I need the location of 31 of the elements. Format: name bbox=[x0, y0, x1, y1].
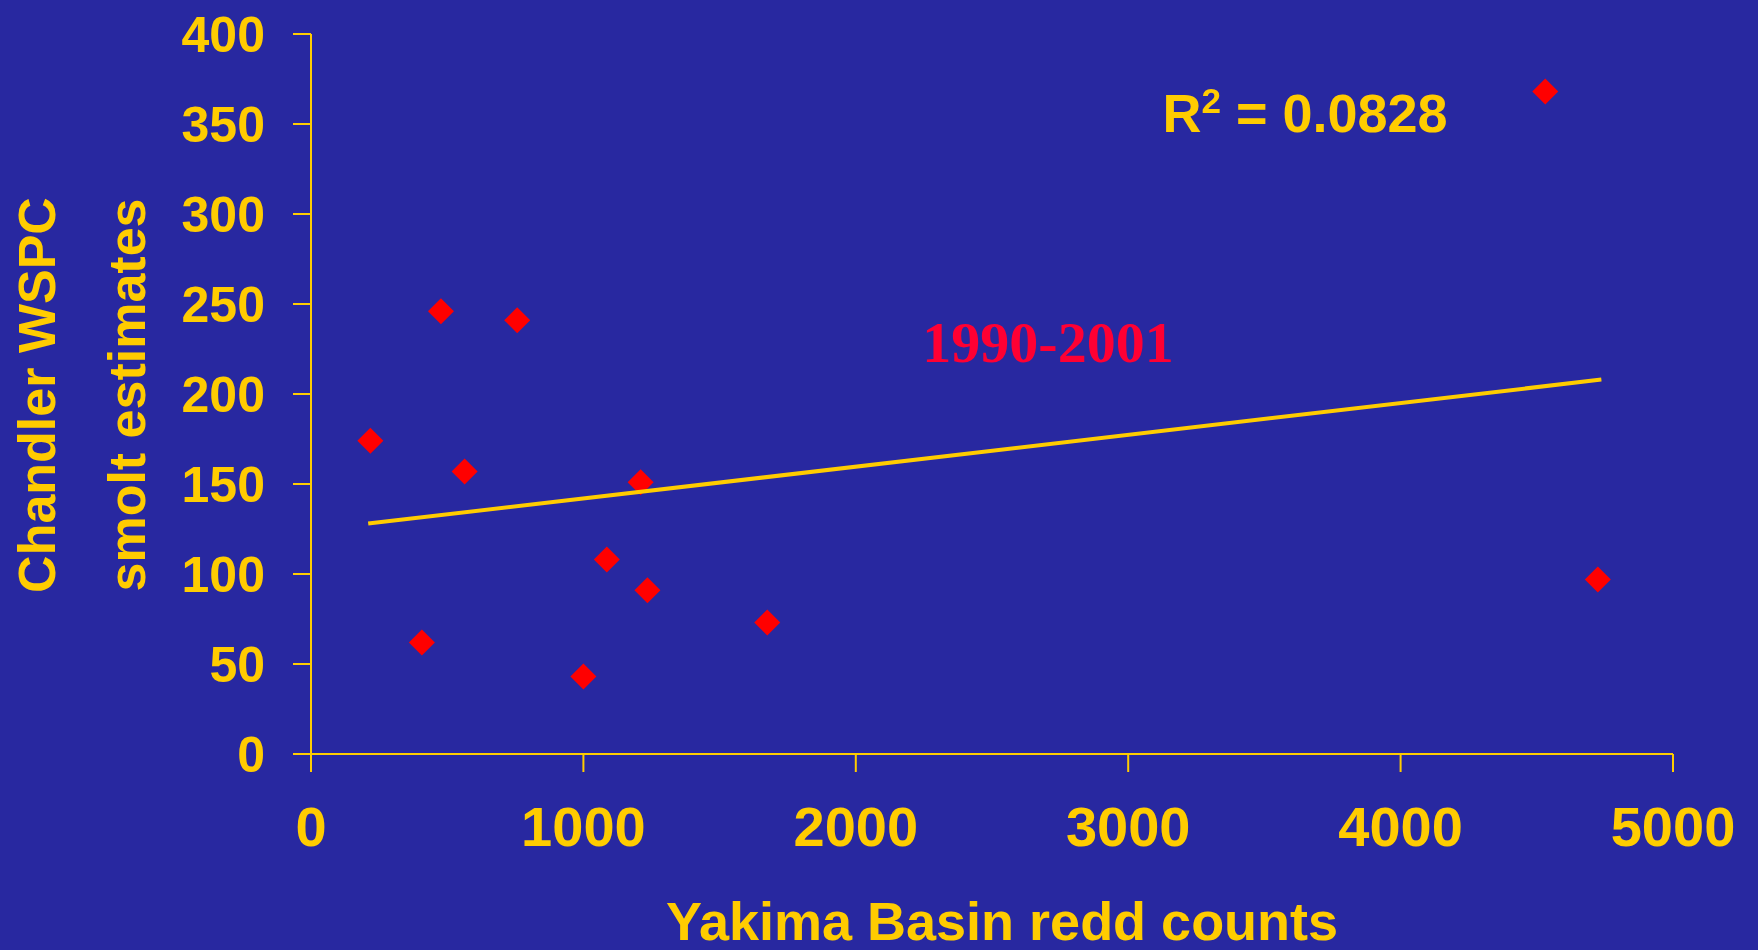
y-tick-label: 200 bbox=[181, 367, 265, 423]
x-axis-title: Yakima Basin redd counts bbox=[665, 891, 1339, 950]
y-tick-label: 150 bbox=[181, 457, 265, 513]
point bbox=[504, 307, 531, 334]
point bbox=[593, 546, 620, 573]
point bbox=[1584, 566, 1611, 593]
point bbox=[634, 577, 661, 604]
y-tick-label: 300 bbox=[181, 187, 265, 243]
x-tick-label: 4000 bbox=[1338, 795, 1463, 858]
x-tick-label: 0 bbox=[295, 795, 327, 858]
point bbox=[408, 629, 435, 656]
point bbox=[427, 298, 454, 325]
x-tick-label: 5000 bbox=[1610, 795, 1736, 858]
y-tick-label: 0 bbox=[237, 727, 265, 783]
point bbox=[754, 609, 781, 636]
annotation: 1990-2001 bbox=[922, 310, 1174, 375]
point bbox=[357, 427, 384, 454]
y-tick-label: 100 bbox=[181, 547, 265, 603]
x-tick-label: 1000 bbox=[521, 795, 646, 858]
y-tick-label: 350 bbox=[181, 97, 265, 153]
point bbox=[1532, 78, 1559, 105]
point bbox=[627, 469, 654, 496]
y-tick-label: 400 bbox=[181, 7, 265, 63]
y-axis-title: Chandler WSPC smolt estimates bbox=[8, 197, 156, 593]
x-tick-label: 3000 bbox=[1065, 795, 1191, 858]
y-tick-label: 250 bbox=[181, 277, 265, 333]
point bbox=[451, 458, 478, 485]
y-tick-label: 50 bbox=[209, 637, 265, 693]
point bbox=[570, 663, 597, 690]
x-tick-label: 2000 bbox=[793, 795, 919, 858]
annotation: R$^{2}$ = 0.0828 bbox=[1162, 80, 1448, 143]
